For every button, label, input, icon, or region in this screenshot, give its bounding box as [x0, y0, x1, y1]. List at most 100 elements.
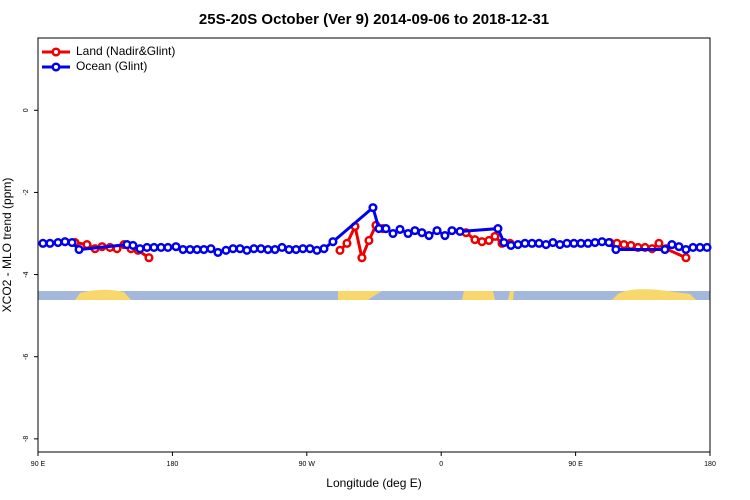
- data-point: [674, 242, 684, 252]
- legend-label: Land (Nadir&Glint): [76, 44, 175, 58]
- data-point: [513, 240, 523, 250]
- data-point: [144, 253, 154, 263]
- data-point: [597, 237, 607, 247]
- data-point: [364, 235, 374, 246]
- data-point: [256, 244, 266, 254]
- data-point: [199, 244, 209, 255]
- data-point: [357, 253, 367, 263]
- data-point: [432, 226, 442, 236]
- data-point: [242, 245, 252, 255]
- data-point: [328, 237, 338, 247]
- x-tick-label: 180: [704, 461, 716, 468]
- data-point: [135, 244, 145, 254]
- data-point: [447, 226, 457, 236]
- data-point: [192, 244, 202, 255]
- data-point: [695, 242, 705, 253]
- data-point: [493, 224, 503, 234]
- data-point: [667, 240, 677, 250]
- data-point: [381, 224, 391, 234]
- data-point: [335, 245, 345, 255]
- data-point: [249, 244, 259, 254]
- data-point: [681, 244, 691, 255]
- data-point: [569, 238, 579, 248]
- data-point: [541, 240, 551, 250]
- data-point: [45, 238, 55, 248]
- data-point: [455, 226, 465, 236]
- data-point: [548, 237, 558, 248]
- data-point: [342, 238, 352, 248]
- land-shape: [338, 291, 382, 300]
- data-point: [263, 244, 273, 255]
- land-shape: [612, 289, 696, 300]
- data-point: [171, 242, 181, 252]
- data-point: [534, 238, 544, 248]
- land-shape: [75, 289, 131, 300]
- data-point: [128, 240, 138, 250]
- data-point: [681, 253, 691, 263]
- x-tick-label: 90 W: [299, 461, 316, 468]
- data-point: [38, 238, 48, 248]
- data-point: [470, 235, 480, 245]
- data-point: [520, 238, 530, 248]
- data-point: [149, 242, 159, 253]
- data-point: [477, 237, 487, 247]
- data-point: [305, 244, 315, 254]
- legend-marker: [51, 62, 61, 72]
- data-point: [619, 240, 629, 250]
- legend-label: Ocean (Glint): [76, 59, 147, 73]
- x-axis-label: Longitude (deg E): [326, 476, 421, 490]
- data-point: [213, 247, 223, 257]
- data-point: [490, 231, 500, 241]
- data-point: [368, 203, 378, 213]
- data-point: [562, 238, 572, 248]
- data-point: [688, 242, 698, 253]
- legend-marker: [51, 47, 61, 57]
- data-point: [527, 238, 537, 248]
- data-point: [555, 240, 565, 250]
- y-axis-label: XCO2 - MLO trend (ppm): [0, 178, 14, 313]
- data-point: [660, 244, 670, 255]
- data-point: [395, 224, 405, 234]
- data-point: [221, 245, 231, 255]
- data-point: [654, 238, 664, 248]
- data-point: [163, 242, 173, 253]
- data-point: [235, 244, 245, 254]
- data-point: [611, 244, 621, 255]
- data-point: [590, 237, 600, 248]
- data-point: [484, 235, 494, 246]
- data-point: [298, 244, 308, 254]
- chart-title: 25S-20S October (Ver 9) 2014-09-06 to 20…: [199, 11, 549, 28]
- x-tick-label: 90 E: [568, 461, 583, 468]
- data-point: [178, 244, 188, 255]
- data-point: [142, 242, 152, 253]
- data-point: [403, 228, 413, 239]
- data-point: [228, 244, 238, 254]
- data-point: [702, 242, 712, 253]
- data-point: [206, 244, 216, 254]
- data-point: [424, 231, 434, 241]
- data-point: [53, 237, 63, 248]
- data-point: [410, 226, 420, 236]
- data-point: [440, 231, 450, 241]
- x-tick-label: 90 E: [31, 461, 46, 468]
- y-tick-label: -4: [23, 271, 30, 277]
- data-point: [74, 244, 84, 255]
- x-tick-label: 0: [439, 461, 443, 468]
- data-point: [277, 242, 287, 253]
- data-point: [506, 240, 516, 250]
- data-point: [82, 240, 92, 250]
- data-point: [499, 237, 509, 248]
- data-point: [576, 238, 586, 248]
- data-point: [583, 238, 593, 248]
- data-point: [312, 245, 322, 255]
- x-tick-label: 180: [167, 461, 179, 468]
- data-point: [185, 244, 195, 255]
- y-tick-label: 0: [23, 108, 30, 112]
- data-point: [60, 237, 70, 247]
- data-point: [388, 228, 398, 239]
- data-point: [417, 228, 427, 238]
- land-shape: [462, 291, 495, 300]
- y-tick-label: -6: [23, 354, 30, 360]
- data-point: [604, 237, 614, 248]
